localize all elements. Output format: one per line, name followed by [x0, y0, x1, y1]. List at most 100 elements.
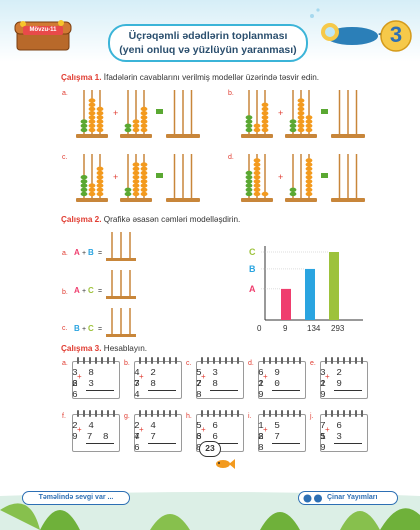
abacus-bead [80, 127, 88, 133]
plus-sign: + [325, 372, 330, 381]
abacus-base [285, 198, 317, 202]
abacus-bead [253, 191, 261, 197]
y-label-c: C [249, 247, 256, 257]
abacus-answer [166, 154, 200, 202]
addend-top: 5 6 6 [196, 420, 221, 442]
abacus-bead [245, 119, 253, 124]
abacus-bead [140, 179, 148, 184]
abacus-bead [305, 170, 313, 176]
abacus-bead [96, 106, 104, 112]
abacus-bead [96, 127, 104, 133]
abacus-base [120, 134, 152, 138]
addend-top: 2 4 7 [134, 420, 159, 442]
footer-slogan: Təməlində sevgi var ... [22, 491, 130, 505]
abacus-bead [305, 191, 313, 197]
plus-sign: + [77, 372, 82, 381]
spiral-rings [325, 410, 363, 417]
addend-bottom: 2 7 8 [258, 431, 283, 453]
abacus-bead [245, 187, 253, 192]
sum-letter: A [74, 248, 80, 257]
abacus-base [120, 198, 152, 202]
spiral-rings [77, 357, 115, 364]
treasure-chest-icon [14, 20, 72, 51]
addend-top: 3 8 6 [72, 367, 97, 389]
exercise-2-text: Qrafikə əsasən cəmləri modelləşdirin. [101, 215, 241, 224]
ex3-label: f. [62, 413, 66, 420]
x-tick-label: 9 [283, 324, 288, 333]
abacus-bead [245, 115, 253, 120]
addend-bottom: 2 0 9 [258, 378, 283, 400]
abacus-bead [305, 187, 313, 192]
abacus-bead [80, 119, 88, 124]
abacus-bead [297, 98, 305, 103]
sum-line [210, 390, 238, 391]
abacus-bead [253, 187, 261, 192]
abacus-bead [132, 183, 140, 188]
abacus-bead [245, 179, 253, 184]
abacus-bead [88, 119, 96, 124]
abacus-bead [96, 170, 104, 176]
exercise-1-heading: Çalışma 1. İfadələrin cavablarını verilm… [61, 73, 319, 82]
abacus-bead [245, 175, 253, 180]
sum-letter: B [88, 248, 94, 257]
abacus-bead [261, 115, 269, 120]
abacus-bead [245, 191, 253, 197]
notepad [258, 361, 306, 399]
abacus-bead [96, 191, 104, 197]
spiral-rings [139, 410, 177, 417]
abacus-bead [289, 187, 297, 192]
abacus-bead [132, 187, 140, 192]
sum-equals: = [98, 326, 102, 333]
addend-bottom: 2 3 6 [72, 378, 97, 400]
plus-sign: + [113, 108, 118, 118]
plus-sign: + [77, 425, 82, 434]
abacus-second [285, 90, 317, 138]
abacus-bead [88, 106, 96, 112]
abacus-bead [140, 170, 148, 176]
addend-top: 1 5 8 [258, 420, 283, 442]
addend-top: 6 9 1 [258, 367, 283, 389]
abacus-bead [124, 127, 132, 133]
exercise-3-label: Çalışma 3. [61, 344, 102, 353]
x-tick-label: 134 [307, 324, 321, 333]
abacus-second [120, 90, 152, 138]
abacus-bead [305, 183, 313, 188]
abacus-bead [132, 127, 140, 133]
footer-publisher: Çinar Yayımları [298, 491, 398, 505]
plus-sign: + [139, 425, 144, 434]
ex1-abacus-model-d: + [241, 154, 365, 202]
ex3-label: e. [310, 360, 316, 367]
abacus-base [241, 198, 273, 202]
ex3-label: c. [186, 360, 192, 367]
abacus-bead [96, 179, 104, 184]
plus-sign: + [263, 372, 268, 381]
abacus-bead [305, 175, 313, 180]
notepad [196, 361, 244, 399]
abacus-bead [245, 127, 253, 133]
ex3-label: j. [310, 413, 314, 420]
notepad [134, 414, 182, 452]
sum-plus: + [82, 288, 86, 295]
abacus-bead [88, 102, 96, 107]
abacus-base [241, 134, 273, 138]
abacus-first [241, 90, 273, 138]
abacus-bead [80, 175, 88, 180]
abacus-bead [297, 115, 305, 120]
x-tick-label: 293 [331, 324, 345, 333]
ex3-label: a. [62, 360, 68, 367]
abacus-bead [289, 119, 297, 124]
addend-top: 5 3 7 [196, 367, 221, 389]
abacus-bead [253, 170, 261, 176]
ex2-label-b: b. [62, 289, 68, 296]
spiral-rings [201, 410, 239, 417]
abacus-bead [140, 111, 148, 116]
abacus-bead [140, 115, 148, 120]
abacus-bead [140, 119, 148, 124]
plus-sign: + [278, 172, 283, 182]
empty-abacus [106, 308, 136, 337]
